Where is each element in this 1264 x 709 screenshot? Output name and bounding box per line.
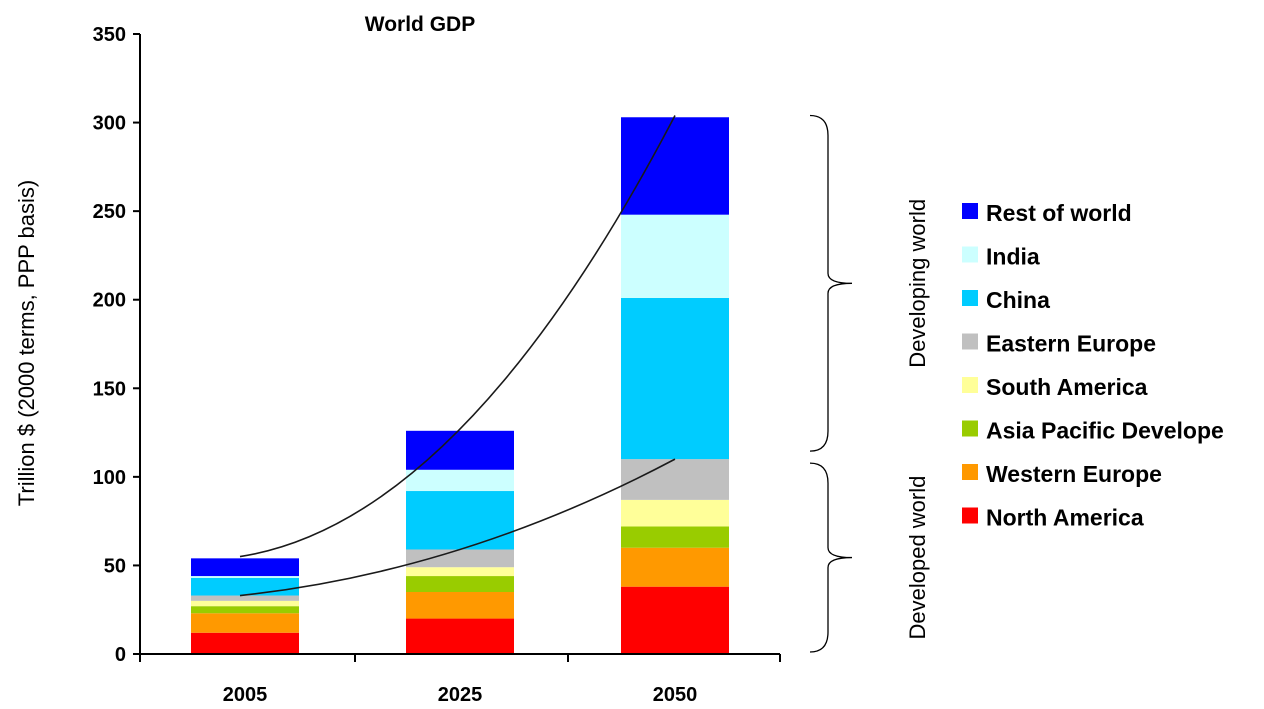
legend-swatch-2 — [962, 290, 978, 306]
bar-segment-2050-2 — [621, 526, 729, 548]
bar-segment-2025-6 — [406, 469, 514, 492]
bar-segment-2005-7 — [191, 558, 299, 577]
bar-segment-2025-4 — [406, 549, 514, 568]
legend-label-4: South America — [986, 374, 1148, 400]
legend-swatch-5 — [962, 420, 978, 437]
legend-swatch-4 — [962, 377, 978, 393]
chart-title: World GDP — [365, 13, 475, 36]
y-tick-label: 150 — [93, 378, 126, 400]
group-braces-layer: Developing world Developed world — [809, 114, 930, 653]
legend-swatch-6 — [962, 464, 978, 480]
bar-segment-2050-5 — [621, 297, 729, 460]
legend-label-6: Western Europe — [986, 461, 1162, 487]
legend-label-2: China — [986, 287, 1050, 313]
bar-segment-2005-6 — [191, 576, 299, 578]
legend-label-3: Eastern Europe — [986, 331, 1156, 357]
bar-segment-2005-4 — [191, 595, 299, 601]
trend-line-total — [239, 115, 676, 558]
legend-label-7: North America — [986, 505, 1144, 531]
x-tick-label: 2050 — [653, 684, 698, 706]
bar-segment-2025-5 — [406, 491, 514, 550]
bar-segment-2050-4 — [621, 459, 729, 500]
legend: Rest of world India China Eastern Europe Sou… — [962, 200, 1224, 531]
bar-segment-2050-1 — [621, 547, 729, 587]
legend-swatch-1 — [962, 246, 978, 263]
x-tick-label: 2005 — [223, 684, 268, 706]
bars-layer — [191, 117, 729, 654]
y-tick-label: 50 — [104, 555, 126, 577]
bar-segment-2050-3 — [621, 499, 729, 527]
axes-layer: 0 50 100 150 200 250 300 350 2005 2025 2050 — [93, 24, 781, 706]
group-brace-0 — [809, 114, 853, 452]
bar-segment-2005-5 — [191, 577, 299, 596]
x-tick-label: 2025 — [438, 684, 483, 706]
bar-segment-2050-6 — [621, 214, 729, 298]
group-brace-1 — [809, 462, 853, 653]
trend-lines-layer — [239, 115, 676, 597]
legend-swatch-3 — [962, 333, 978, 350]
y-tick-label: 350 — [93, 24, 126, 46]
bar-segment-2025-1 — [406, 592, 514, 619]
bar-segment-2005-3 — [191, 600, 299, 607]
group-label-1: Developed world — [905, 476, 930, 640]
legend-swatch-7 — [962, 507, 978, 524]
group-label-0: Developing world — [905, 199, 930, 368]
bar-segment-2025-2 — [406, 576, 514, 592]
y-tick-label: 200 — [93, 290, 126, 312]
legend-label-0: Rest of world — [986, 200, 1132, 226]
y-tick-label: 300 — [93, 113, 126, 135]
bar-segment-2005-2 — [191, 606, 299, 614]
bar-segment-2050-0 — [621, 586, 729, 654]
legend-swatch-0 — [962, 203, 978, 219]
bar-segment-2005-0 — [191, 632, 299, 654]
bar-segment-2050-7 — [621, 117, 729, 215]
bar-segment-2025-0 — [406, 618, 514, 654]
y-tick-label: 100 — [93, 467, 126, 489]
y-axis-label: Trillion $ (2000 terms, PPP basis) — [14, 180, 39, 506]
bar-segment-2025-3 — [406, 567, 514, 577]
y-tick-label: 250 — [93, 201, 126, 223]
y-tick-label: 0 — [115, 644, 126, 666]
bar-segment-2005-1 — [191, 613, 299, 633]
legend-label-5: Asia Pacific Develope — [986, 418, 1224, 444]
legend-label-1: India — [986, 244, 1040, 270]
trend-line-developed — [239, 458, 676, 597]
